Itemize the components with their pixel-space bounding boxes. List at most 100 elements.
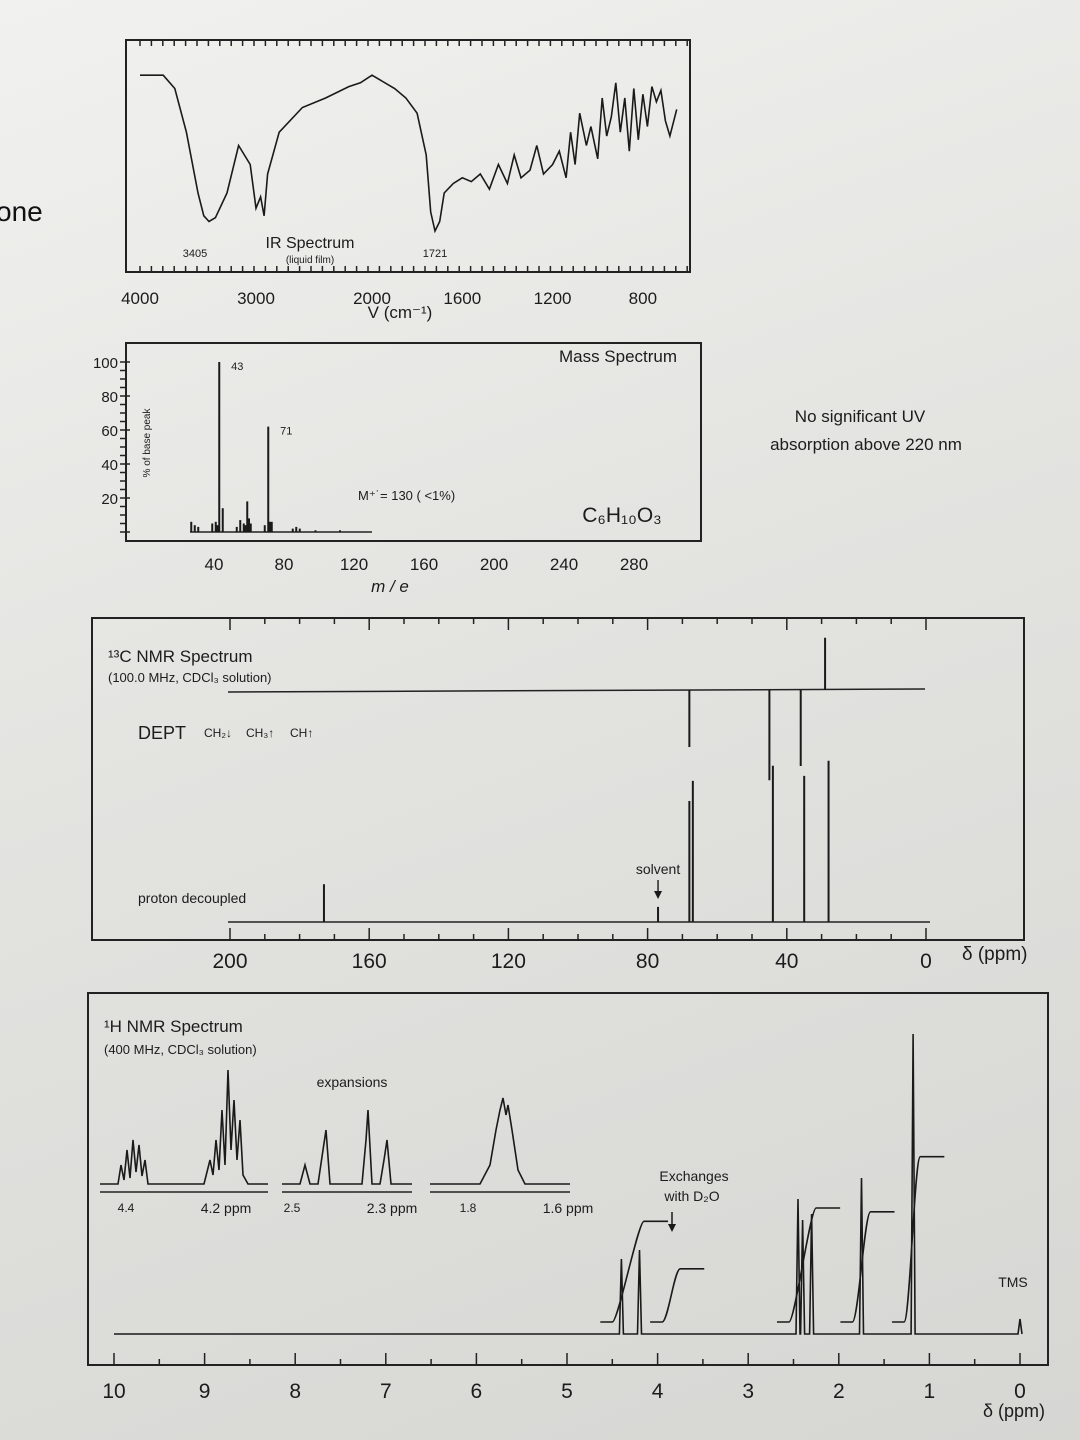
dept-peaks [688, 637, 827, 781]
h1-integral-curve [600, 1220, 669, 1323]
ms-x-axis-label: m / e [371, 577, 409, 596]
h1-tick-label: 10 [102, 1380, 125, 1403]
h1-tick-labels: 10 9 8 7 6 5 4 3 2 1 0 [102, 1380, 1026, 1403]
ir-tick-labels: 4000 3000 2000 1600 1200 800 [121, 289, 657, 308]
ir-peak-labels: 3405 1721 [183, 248, 447, 260]
h1-tick-label: 6 [471, 1380, 483, 1403]
h1-tick-label: 4 [652, 1380, 664, 1403]
h1-exchange-arrow [668, 1212, 676, 1232]
ir-subtitle: (liquid film) [286, 255, 334, 266]
expansion-tick-4.4: 4.4 [118, 1201, 135, 1215]
h1-frame [87, 992, 1049, 1366]
ir-title: IR Spectrum [266, 235, 355, 252]
h1-integral-curve [840, 1211, 895, 1323]
h1-tick-label: 0 [1014, 1380, 1026, 1403]
dept-legend-ch2: CH₂↓ [204, 726, 232, 740]
ms-y-tick-label: 100 [93, 355, 118, 372]
ms-x-tick-labels: 40 80 120 160 200 240 280 [205, 555, 649, 574]
ms-y-tick-label: 80 [101, 389, 118, 406]
h1-integral-curve [892, 1155, 945, 1323]
ir-trace [140, 74, 678, 234]
h1-expansion-insets: 4.4 4.2 ppm 2.5 2.3 ppm 1.8 1.6 ppm [100, 1069, 594, 1216]
h1-tick-label: 9 [199, 1380, 211, 1403]
ms-peak-label: 71 [280, 426, 292, 438]
arrow-head [654, 891, 663, 899]
c13-tick-labels: 200 160 120 80 40 0 [212, 950, 931, 973]
ir-tick-label: 1200 [534, 289, 572, 308]
c13-tick-label: 120 [491, 950, 526, 973]
ms-peak-label: 43 [231, 361, 243, 373]
h1-tick-label: 3 [742, 1380, 754, 1403]
c13-bottom-ticks [229, 928, 927, 940]
c13-solvent-arrow [654, 880, 663, 899]
expansion-2ppm-trace [282, 1109, 412, 1185]
ms-x-tick-label: 40 [205, 555, 224, 574]
h1-tick-label: 8 [289, 1380, 301, 1403]
uv-note: No significant UV absorption above 220 n… [770, 407, 962, 454]
ms-y-tick-label: 60 [101, 423, 118, 440]
c13-tick-label: 40 [775, 950, 798, 973]
dept-legend-ch3: CH₃↑ [246, 726, 274, 740]
h1-bottom-ticks [113, 1353, 1021, 1365]
c13-title: ¹³C NMR Spectrum [108, 647, 253, 666]
c13-frame [91, 617, 1025, 941]
edge-label: one [0, 196, 43, 227]
h1-tms-label: TMS [998, 1274, 1028, 1290]
expansion-tick-2.5: 2.5 [284, 1201, 301, 1215]
h1-expansions-label: expansions [317, 1074, 388, 1090]
ir-tick-label: 1600 [443, 289, 481, 308]
ir-peak-label: 3405 [183, 248, 207, 260]
ms-y-axis-label: % of base peak [142, 408, 153, 478]
ms-peak-labels: 43 71 [231, 361, 292, 438]
c13-solvent-label: solvent [636, 861, 680, 877]
h1-exchange-label-2: with D₂O [663, 1188, 719, 1204]
ms-molecular-formula: C₆H₁₀O₃ [582, 504, 662, 527]
ms-x-tick-label: 200 [480, 555, 508, 574]
ms-title: Mass Spectrum [559, 347, 677, 366]
h1-x-axis-label: δ (ppm) [983, 1401, 1045, 1421]
ms-x-tick-label: 80 [275, 555, 294, 574]
expansion-tick-1.6: 1.6 ppm [543, 1200, 594, 1216]
ms-x-tick-label: 120 [340, 555, 368, 574]
expansion-tick-2.3: 2.3 ppm [367, 1200, 418, 1216]
ms-y-tick-label: 40 [101, 457, 118, 474]
h1-title: ¹H NMR Spectrum [104, 1017, 243, 1036]
c13-top-ticks [229, 618, 927, 630]
h1-trace [114, 1033, 1023, 1335]
uv-note-line-2: absorption above 220 nm [770, 435, 962, 454]
h1-nmr-panel: ¹H NMR Spectrum (400 MHz, CDCl₃ solution… [87, 992, 1049, 1421]
ms-y-tick-label: 20 [101, 491, 118, 508]
ms-y-tick-marks [120, 361, 130, 533]
c13-tick-label: 200 [212, 950, 247, 973]
ir-spectrum-panel: IR Spectrum (liquid film) 3405 1721 4000 3… [121, 39, 691, 322]
ir-tick-label: 4000 [121, 289, 159, 308]
ms-frame [125, 342, 702, 542]
h1-tick-label: 5 [561, 1380, 573, 1403]
expansion-tick-4.2: 4.2 ppm [201, 1200, 252, 1216]
ms-peaks [190, 362, 341, 532]
c13-x-axis-label: δ (ppm) [962, 944, 1027, 965]
c13-tick-label: 160 [352, 950, 387, 973]
uv-note-line-1: No significant UV [795, 407, 926, 426]
dept-legend-ch: CH↑ [290, 726, 313, 740]
h1-integration-curves [600, 1155, 945, 1323]
dept-baseline [227, 688, 926, 693]
h1-exchange-label: Exchanges [659, 1168, 728, 1184]
ir-frame [125, 39, 691, 273]
c13-decoupled-peaks [322, 760, 830, 922]
ir-tick-label: 2000 [353, 289, 391, 308]
c13-tick-label: 80 [636, 950, 659, 973]
ms-x-tick-label: 160 [410, 555, 438, 574]
ir-x-axis-label: V (cm⁻¹) [368, 303, 433, 322]
ms-x-tick-label: 280 [620, 555, 648, 574]
mass-spectrum-panel: 100 80 60 40 20 % of base peak Mass Spectrum… [93, 342, 702, 596]
c13-tick-label: 0 [920, 950, 932, 973]
ir-minor-ticks [139, 40, 688, 272]
h1-tick-label: 1 [924, 1380, 936, 1403]
h1-tick-label: 7 [380, 1380, 392, 1403]
ir-tick-label: 3000 [237, 289, 275, 308]
ms-x-tick-label: 240 [550, 555, 578, 574]
dept-label: DEPT [138, 723, 186, 743]
h1-integral-curve [650, 1268, 705, 1323]
